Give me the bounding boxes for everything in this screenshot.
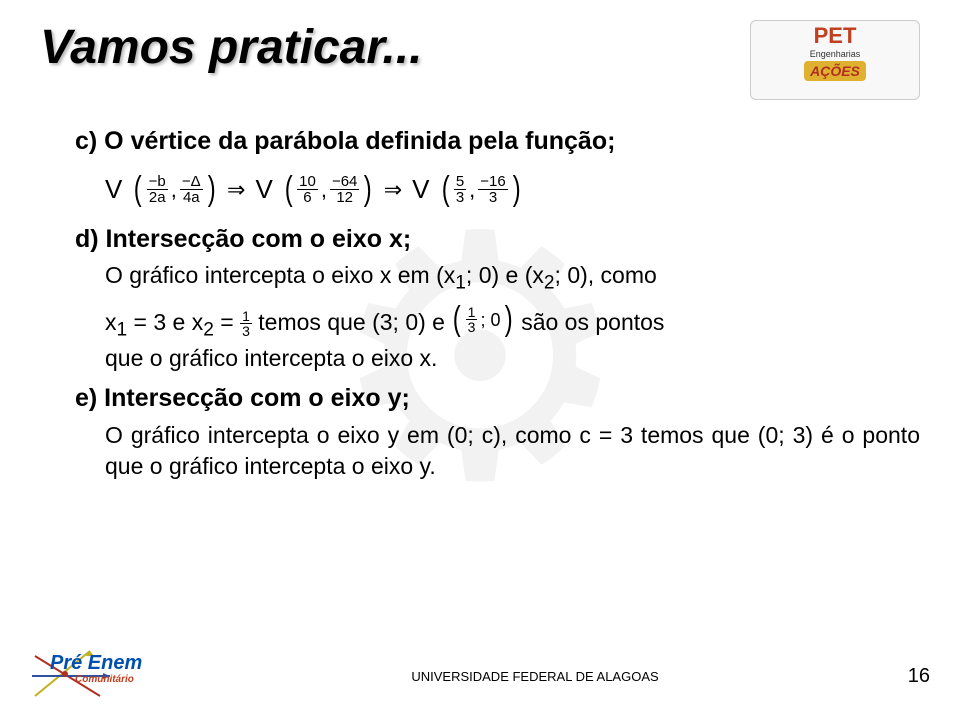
slide-content: Vamos praticar... PET Engenharias AÇÕES … [0,0,960,502]
item-d-body: O gráfico intercepta o eixo x em (x1; 0)… [105,260,920,374]
header: Vamos praticar... PET Engenharias AÇÕES [40,20,920,100]
body-text: c) O vértice da parábola definida pela f… [75,125,920,482]
d-line-1: O gráfico intercepta o eixo x em (x1; 0)… [105,260,920,296]
item-e-label: e) Intersecção com o eixo y; [75,382,920,416]
pre-enem-logo: Pré Enem Comunitário [30,646,180,706]
pre-enem-title: Pré Enem [50,652,142,675]
frac: −Δ4a [180,174,203,205]
vertex-symbol: V [105,172,122,207]
university-name: UNIVERSIDADE FEDERAL DE ALAGOAS [180,669,890,684]
d-line-2: x1 = 3 e x2 = 13 temos que (3; 0) e 13 ;… [105,297,920,343]
v-term-3: 53 , −163 [440,167,523,213]
frac: −163 [478,174,507,205]
frac: 13 [466,305,478,334]
page-title: Vamos praticar... [40,20,422,75]
frac: −6412 [330,174,359,205]
pet-logo-title: PET [753,23,917,49]
pet-logo-subtitle: Engenharias [753,49,917,59]
pre-enem-subtitle: Comunitário [75,674,134,685]
arrow-icon: ⇒ [227,175,245,205]
frac: 106 [297,174,318,205]
d-line-3: que o gráfico intercepta o eixo x. [105,343,920,374]
page-number: 16 [890,665,930,688]
frac: 13 [240,309,252,338]
frac: −b2a [147,174,168,205]
v-term-2: 106 , −6412 [283,167,374,213]
item-e-body: O gráfico intercepta o eixo y em (0; c),… [105,420,920,482]
pet-logo-acoes: AÇÕES [804,61,866,81]
pet-logo: PET Engenharias AÇÕES [750,20,920,100]
footer: Pré Enem Comunitário UNIVERSIDADE FEDERA… [0,646,960,706]
item-d-label: d) Intersecção com o eixo x; [75,223,920,257]
v-term-1: −b2a , −Δ4a [132,167,217,213]
vertex-symbol: V [255,172,272,207]
frac: 53 [454,174,466,205]
vertex-symbol: V [412,172,429,207]
item-c-label: c) O vértice da parábola definida pela f… [75,125,920,159]
arrow-icon: ⇒ [384,175,402,205]
item-c-math: V −b2a , −Δ4a ⇒ V 106 , −6412 ⇒ V 53 , −… [105,167,920,213]
paren-term: 13 ; 0 [451,297,514,343]
